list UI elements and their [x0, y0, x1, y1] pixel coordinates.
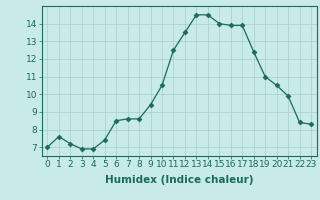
- X-axis label: Humidex (Indice chaleur): Humidex (Indice chaleur): [105, 175, 253, 185]
